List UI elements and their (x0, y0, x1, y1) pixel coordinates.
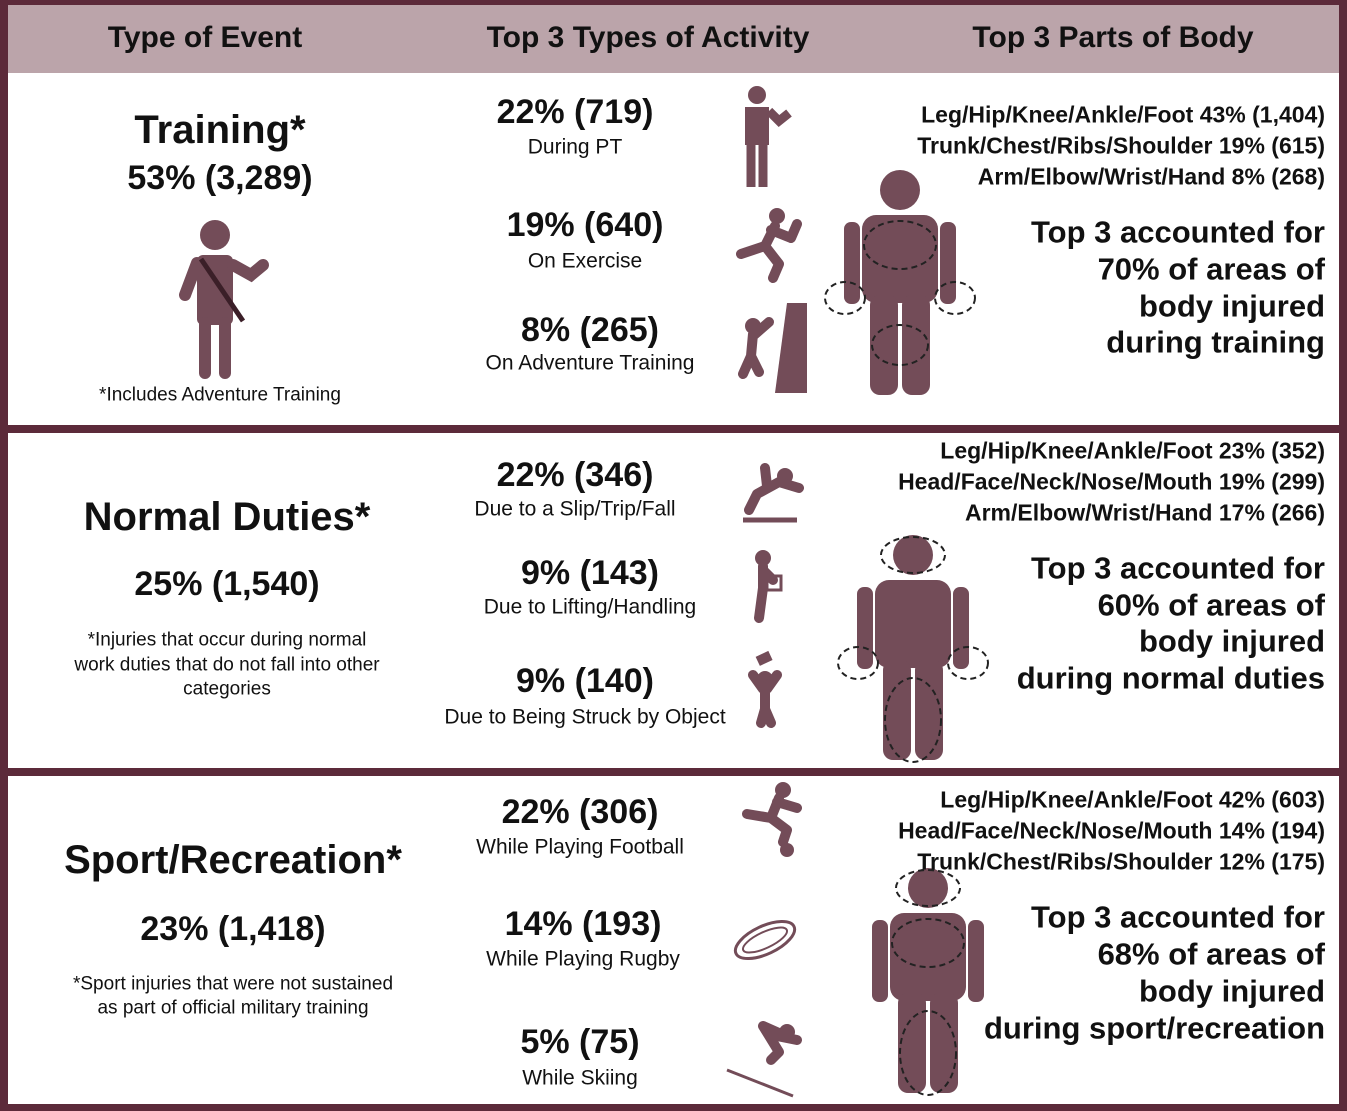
icon-body (753, 675, 777, 723)
event-note: work duties that do not fall into other (74, 655, 379, 674)
activity-label: During PT (528, 137, 623, 158)
icon-body (759, 566, 773, 618)
icon-wall (775, 303, 807, 393)
event-note: *Includes Adventure Training (99, 386, 341, 405)
figure-arm (844, 222, 860, 304)
activity-label: Due to Lifting/Handling (484, 597, 696, 618)
activity-label: Due to a Slip/Trip/Fall (474, 499, 675, 520)
activity-stat: 9% (140) (516, 664, 654, 698)
summary-line: body injured (1139, 976, 1325, 1007)
body-part: Leg/Hip/Knee/Ankle/Foot 43% (1,404) (921, 104, 1325, 127)
event-stat: 25% (1,540) (134, 567, 319, 601)
event-name: Normal Duties* (84, 497, 371, 537)
figure-arm (968, 920, 984, 1002)
activity-stat: 14% (193) (505, 907, 662, 941)
figure-leg (870, 295, 898, 395)
summary-line: 68% of areas of (1098, 939, 1325, 970)
activity-stat: 5% (75) (520, 1025, 639, 1059)
event-note: *Sport injuries that were not sustained (73, 975, 393, 994)
body-part: Head/Face/Neck/Nose/Mouth 19% (299) (898, 471, 1325, 494)
summary-line: Top 3 accounted for (1031, 217, 1325, 248)
icon-ball (780, 843, 794, 857)
summary-line: 60% of areas of (1098, 590, 1325, 621)
activity-stat: 9% (143) (521, 556, 659, 590)
body-part: Head/Face/Neck/Nose/Mouth 14% (194) (898, 820, 1325, 843)
figure-leg (915, 660, 943, 760)
figure-head (893, 535, 933, 575)
activity-label: While Skiing (522, 1068, 638, 1089)
body-part: Trunk/Chest/Ribs/Shoulder 19% (615) (917, 135, 1325, 158)
figure-leg (898, 993, 926, 1093)
activity-label: Due to Being Struck by Object (444, 707, 725, 728)
body-part: Trunk/Chest/Ribs/Shoulder 12% (175) (917, 851, 1325, 874)
figure-torso (875, 580, 951, 668)
activity-stat: 8% (265) (521, 313, 659, 347)
icon-ski (727, 1070, 793, 1096)
icon-object (756, 651, 773, 666)
summary-line: Top 3 accounted for (1031, 553, 1325, 584)
body-part: Leg/Hip/Knee/Ankle/Foot 23% (352) (940, 440, 1325, 463)
activity-label: While Playing Rugby (486, 949, 680, 970)
icon-body (745, 107, 769, 145)
figure-leg (883, 660, 911, 760)
summary-line: body injured (1139, 291, 1325, 322)
column-header: Top 3 Parts of Body (972, 23, 1253, 53)
activity-label: On Exercise (528, 251, 642, 272)
icon-body (747, 798, 797, 842)
activity-stat: 22% (346) (497, 458, 654, 492)
figure-arm (953, 587, 969, 669)
icon-body (741, 224, 797, 278)
summary-line: during sport/recreation (984, 1013, 1325, 1044)
event-stat: 53% (3,289) (127, 161, 312, 195)
summary-line: 70% of areas of (1098, 254, 1325, 285)
summary-line: during normal duties (1017, 663, 1325, 694)
activity-label: On Adventure Training (486, 353, 695, 374)
column-header: Type of Event (108, 23, 302, 53)
event-note: as part of official military training (97, 999, 368, 1018)
event-name: Training* (134, 110, 305, 150)
summary-line: during training (1106, 327, 1325, 358)
figure-arm (872, 920, 888, 1002)
event-name: Sport/Recreation* (64, 840, 402, 880)
icon-head (748, 86, 766, 104)
activity-stat: 22% (306) (502, 795, 659, 829)
figure-arm (857, 587, 873, 669)
event-note: categories (183, 680, 271, 699)
column-header: Top 3 Types of Activity (487, 23, 810, 53)
soldier-head (200, 220, 230, 250)
body-part: Arm/Elbow/Wrist/Hand 8% (268) (978, 166, 1325, 189)
figure-leg (902, 295, 930, 395)
activity-stat: 19% (640) (507, 208, 664, 242)
activity-stat: 22% (719) (497, 95, 654, 129)
figure-leg (930, 993, 958, 1093)
figure-arm (940, 222, 956, 304)
icon-ball (740, 923, 790, 958)
event-stat: 23% (1,418) (140, 912, 325, 946)
infographic: Type of Event Top 3 Types of Activity Top … (0, 0, 1347, 1111)
summary-line: Top 3 accounted for (1031, 902, 1325, 933)
icon-ball (730, 914, 800, 966)
body-part: Leg/Hip/Knee/Ankle/Foot 42% (603) (940, 789, 1325, 812)
activity-label: While Playing Football (476, 837, 684, 858)
summary-line: body injured (1139, 626, 1325, 657)
body-part: Arm/Elbow/Wrist/Hand 17% (266) (965, 502, 1325, 525)
figure-head (880, 170, 920, 210)
event-note: *Injuries that occur during normal (88, 631, 367, 650)
